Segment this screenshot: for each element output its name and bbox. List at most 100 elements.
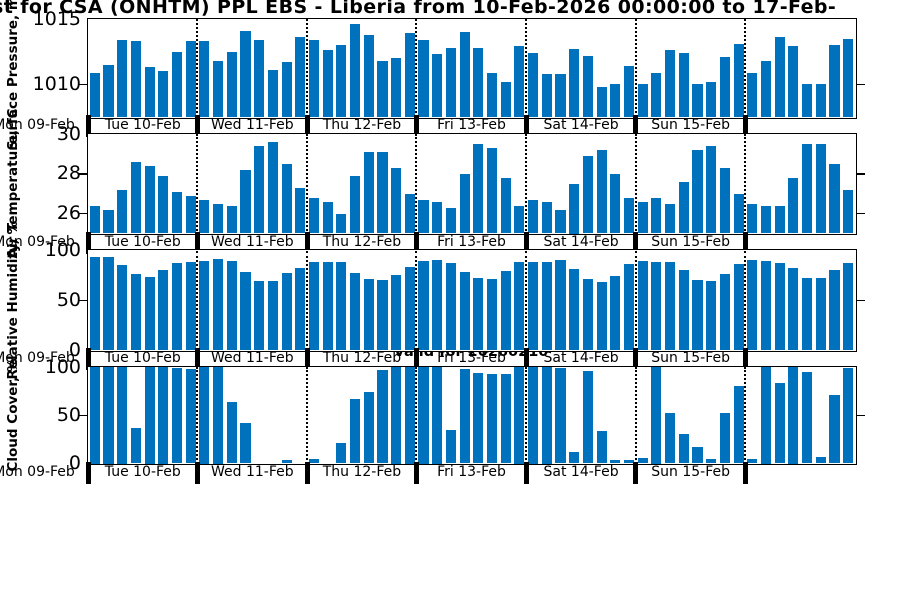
temperature-bar [500,177,511,234]
humidity-bar [377,280,388,350]
temperature-bar [336,213,347,234]
humidity-bar [89,257,100,350]
day-band-label: Sat 14-Feb [543,233,619,250]
cloud-bar [117,367,128,464]
cloud-bar [418,367,429,464]
day-band-separator [523,348,529,370]
temperature-bar [404,193,415,234]
day-band-label: Sun 15-Feb [651,233,730,250]
temperature-bar [706,145,717,234]
cloud-bar [678,433,689,464]
temperature-bar [267,141,278,234]
cloud-bar [171,367,183,464]
humidity-bar [254,281,265,350]
cloud-bar [541,367,552,464]
cloud-bar [596,430,607,464]
humidity-bar [692,280,703,350]
cloud-bar [733,386,744,464]
pressure-bar [665,50,676,117]
cloud-bar [240,422,251,464]
temperature-bar [651,197,662,234]
temperature-ytick-label: 30 [56,122,81,145]
humidity-ytick-label: 100 [44,239,81,261]
humidity-ytick-label: 0 [68,338,81,361]
pressure-bar [760,60,772,117]
pressure-bar [130,41,141,117]
day-band-separator [523,461,529,484]
cloud-bar [637,457,648,464]
cloud-bar [445,429,456,464]
day-boundary-gridline [305,367,308,464]
humidity-bar [760,261,772,350]
temperature-bar [582,155,593,234]
day-band-separator [742,231,748,254]
temperature-bar [678,181,689,234]
pressure-bar [569,49,580,117]
humidity-bar [514,262,525,350]
temperature-bar [144,165,155,234]
day-band-separator [742,461,748,484]
cloud-bar [350,398,361,464]
pressure-bar [788,46,799,117]
pressure-bar [254,39,265,117]
y-tick-mark [856,299,865,301]
pressure-bar [117,39,128,117]
cloud-bar [391,367,402,464]
humidity-ytick-label: 50 [56,288,81,311]
y-tick-mark [78,83,87,86]
humidity-bar [281,273,292,350]
day-boundary-gridline [415,19,418,117]
temperature-ytick-label: 28 [56,162,81,185]
day-band-label: Wed 11-Feb [211,233,294,250]
humidity-bar [678,270,689,350]
temperature-bar [418,199,429,234]
temperature-bar [254,145,265,234]
cloud-bar [308,458,320,464]
cloud-bar [651,367,662,464]
pressure-bar [404,33,415,117]
temperature-bar [199,199,210,234]
humidity-bar [117,265,128,350]
day-band-separator [523,231,529,254]
day-band-label: Fri 13-Feb [437,350,506,366]
humidity-bar [308,262,320,350]
y-tick-mark [856,173,865,175]
cloud-bar [774,383,785,464]
cloud-bar [473,372,484,464]
temperature-axis-label: Air Temperature, °C [5,108,21,259]
day-boundary-gridline [196,250,199,350]
temperature-bar [637,201,648,234]
day-band-label: Sun 15-Feb [651,117,730,133]
day-band-separator [633,115,639,137]
humidity-bar [623,264,635,350]
pressure-bar [459,32,470,117]
temperature-bar [363,151,374,234]
humidity-bar [486,279,498,350]
temperature-bar [295,187,306,234]
day-band-label: Fri 13-Feb [437,117,506,133]
day-band-separator [85,231,91,254]
pressure-bar [747,72,758,117]
humidity-bar [473,278,484,350]
cloud-bar [706,458,717,464]
cloud-bar [336,443,347,464]
pressure-bar [610,84,621,117]
temperature-bar [308,197,320,234]
humidity-bar [267,281,278,350]
humidity-bar [418,261,429,350]
day-boundary-gridline [196,134,199,234]
humidity-bar [391,275,402,350]
cloud-bar [747,458,758,464]
day-boundary-gridline [525,19,528,117]
day-band-label: Sat 14-Feb [543,463,619,480]
pressure-bar [144,67,155,117]
day-band-label: Thu 12-Feb [322,117,402,133]
temperature-bar [391,167,402,234]
temperature-bar [541,201,552,234]
cloud-bar [815,456,826,464]
pressure-bar [350,24,361,117]
cloud-bar [199,367,210,464]
temperature-ytick-label: 26 [56,202,81,225]
temperature-bar [158,175,169,234]
cloud-axis-label: Cloud Cover, % [5,358,21,472]
